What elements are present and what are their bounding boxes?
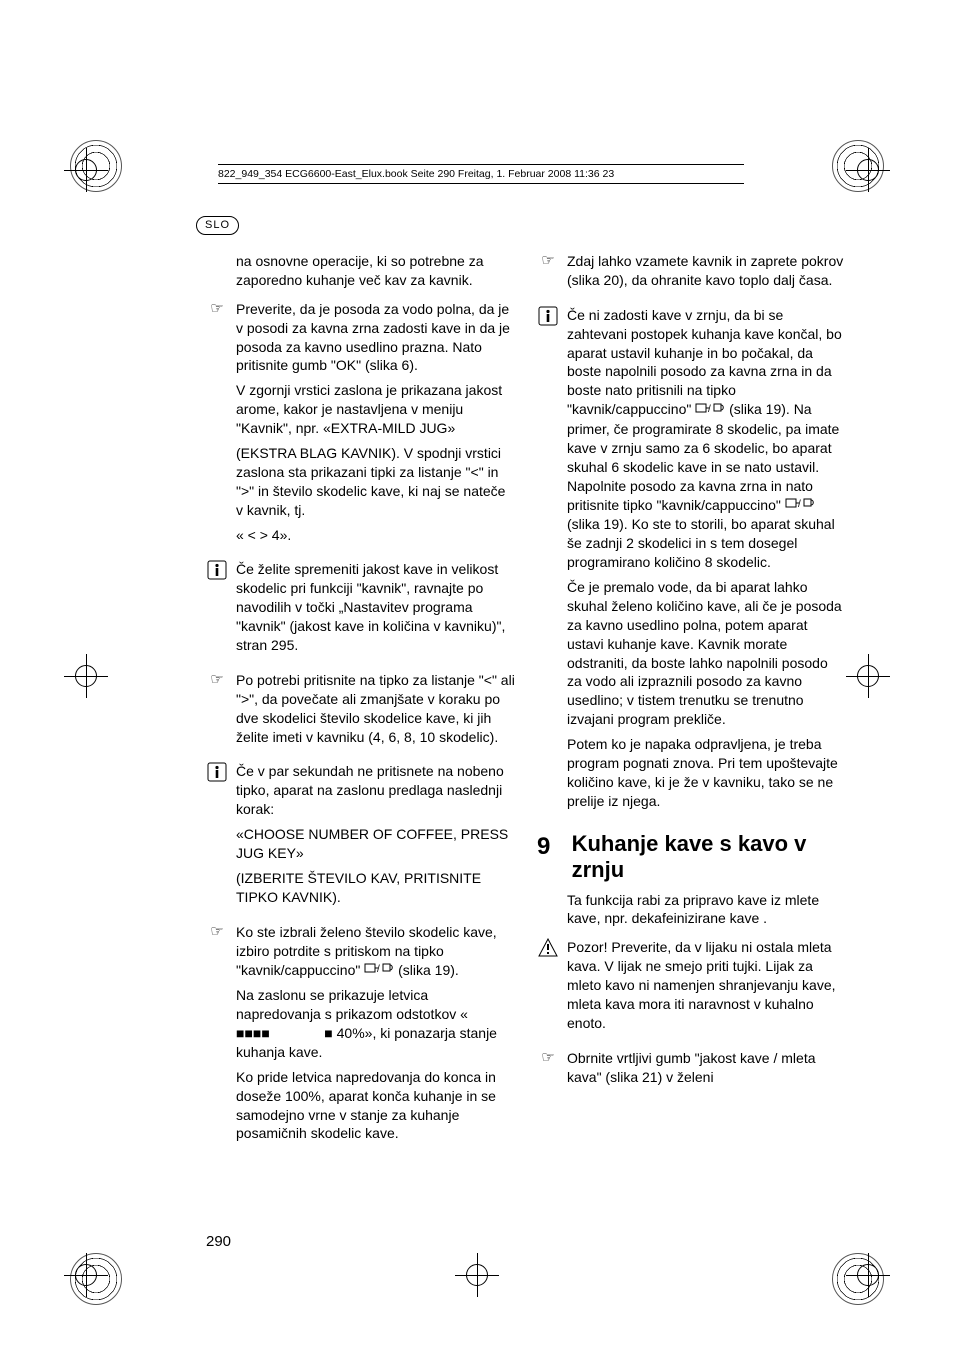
paragraph: « < > 4».: [236, 526, 515, 545]
section-number: 9: [537, 831, 558, 883]
paragraph: Potem ko je napaka odpravljena, je treba…: [567, 735, 846, 811]
paragraph: Ko pride letvica napredovanja do konca i…: [236, 1068, 515, 1144]
paragraph: Preverite, da je posoda za vodo polna, d…: [236, 300, 515, 376]
crop-mark-icon: [846, 654, 890, 698]
crop-mark-icon: [846, 1253, 890, 1297]
paragraph: na osnovne operacije, ki so potrebne za …: [236, 252, 515, 290]
paragraph: «CHOOSE NUMBER OF COFFEE, PRESS JUG KEY»: [236, 825, 515, 863]
paragraph: Na zaslonu se prikazuje letvica napredov…: [236, 986, 515, 1062]
info-icon: [206, 762, 228, 912]
paragraph: Ko ste izbrali želeno število skodelic k…: [236, 923, 515, 981]
body-text: na osnovne operacije, ki so potrebne za …: [206, 252, 846, 1159]
paragraph: Zdaj lahko vzamete kavnik in zaprete pok…: [567, 252, 846, 290]
paragraph: (IZBERITE ŠTEVILO KAV, PRITISNITE TIPKO …: [236, 869, 515, 907]
pointing-hand-icon: ☞: [206, 300, 228, 551]
section-title: Kuhanje kave s kavo v zrnju: [572, 831, 846, 883]
page-number: 290: [206, 1232, 231, 1252]
paragraph: Pozor! Preverite, da v lijaku ni ostala …: [567, 938, 846, 1032]
paragraph: Če je premalo vode, da bi aparat lahko s…: [567, 578, 846, 729]
crop-mark-icon: [455, 1253, 499, 1297]
pointing-hand-icon: ☞: [206, 923, 228, 1150]
running-header: 822_949_354 ECG6600-East_Elux.book Seite…: [218, 164, 744, 184]
jug-cappuccino-icon: /: [695, 401, 725, 420]
paragraph: Če želite spremeniti jakost kave in veli…: [236, 560, 515, 654]
left-column: na osnovne operacije, ki so potrebne za …: [206, 252, 515, 1159]
svg-text:/: /: [798, 499, 801, 510]
jug-cappuccino-icon: /: [785, 496, 815, 515]
crop-mark-icon: [846, 148, 890, 192]
section-heading: 9 Kuhanje kave s kavo v zrnju: [537, 831, 846, 883]
warning-icon: [537, 938, 559, 1038]
paragraph: Ta funkcija rabi za pripravo kave iz mle…: [567, 891, 846, 929]
paragraph: Po potrebi pritisnite na tipko za listan…: [236, 671, 515, 747]
paragraph: V zgornji vrstici zaslona je prikazana j…: [236, 381, 515, 438]
paragraph: Obrnite vrtljivi gumb "jakost kave / mle…: [567, 1049, 846, 1087]
paragraph: Če v par sekundah ne pritisnete na noben…: [236, 762, 515, 819]
svg-text:/: /: [708, 404, 711, 415]
crop-mark-icon: [64, 654, 108, 698]
crop-mark-icon: [64, 148, 108, 192]
paragraph: (EKSTRA BLAG KAVNIK). V spodnji vrstici …: [236, 444, 515, 520]
language-badge: SLO: [196, 216, 239, 235]
jug-cappuccino-icon: /: [364, 961, 394, 980]
right-column: ☞ Zdaj lahko vzamete kavnik in zaprete p…: [537, 252, 846, 1159]
crop-mark-icon: [64, 1253, 108, 1297]
paragraph: Če ni zadosti kave v zrnju, da bi se zah…: [567, 306, 846, 572]
info-icon: [537, 306, 559, 817]
info-icon: [206, 560, 228, 660]
pointing-hand-icon: ☞: [206, 671, 228, 753]
pointing-hand-icon: ☞: [537, 1049, 559, 1093]
progress-squares-icon: ■■■■ ■: [236, 1025, 333, 1041]
svg-text:/: /: [377, 964, 380, 975]
pointing-hand-icon: ☞: [537, 252, 559, 296]
